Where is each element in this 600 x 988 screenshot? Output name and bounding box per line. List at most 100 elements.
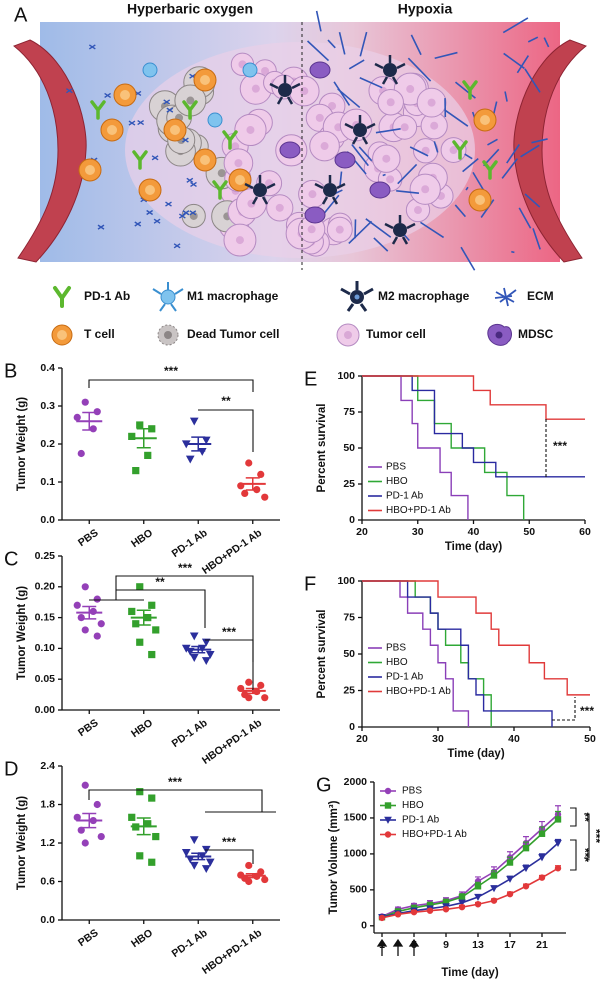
x-tick-label: HBO+PD-1 Ab [200, 717, 264, 767]
ecm-fragment [178, 213, 186, 219]
arrow-head [376, 938, 388, 947]
marker [189, 417, 199, 426]
legend-label: MDSC [518, 327, 554, 341]
marker [554, 865, 562, 872]
marker [132, 467, 140, 475]
y-axis-label: Percent survival [316, 610, 328, 699]
marker [257, 681, 265, 689]
nucleus [413, 206, 422, 215]
nucleus [406, 85, 415, 94]
antibody [462, 80, 478, 100]
error-bar [191, 436, 206, 452]
error-bar [191, 852, 206, 861]
legend-label: M1 macrophage [187, 289, 279, 303]
marker [152, 626, 160, 634]
legend-label: HBO+PD-1 Ab [386, 505, 451, 516]
series-line [381, 867, 559, 919]
significance-bracket [88, 789, 263, 812]
illustration: A Hyperbaric oxygen Hypoxia [13, 1, 587, 271]
ecm-fiber [504, 91, 508, 102]
marker [189, 654, 199, 662]
marker [554, 816, 562, 823]
x-tick-label: 5 [411, 939, 417, 951]
marker [538, 830, 546, 837]
nucleus [386, 175, 395, 184]
survival-line [362, 375, 585, 478]
panel-label: C [4, 548, 18, 570]
marker [152, 832, 160, 841]
significance-bracket [205, 849, 254, 864]
legend-label: PD-1 Ab [402, 815, 440, 826]
error-bar [136, 817, 151, 836]
y-tick-label: 0.10 [35, 642, 56, 654]
legend-icon [336, 323, 360, 347]
marker [426, 901, 434, 909]
t-cell-core [145, 185, 155, 195]
y-axis-label: Percent survival [316, 404, 328, 493]
legend-label: ECM [527, 289, 554, 303]
legend-label: T cell [84, 327, 115, 341]
legend-label: HBO [402, 800, 424, 811]
ecm-fiber [420, 221, 445, 239]
y-tick-label: 25 [343, 478, 355, 490]
legend-icon [157, 324, 179, 346]
x-tick-label: 13 [472, 939, 484, 951]
legend-label: PBS [386, 462, 406, 473]
y-tick-label: 0.00 [35, 704, 56, 716]
marker [73, 601, 81, 609]
marker [442, 906, 450, 913]
nucleus [320, 142, 329, 151]
mdsc [304, 206, 326, 224]
x-axis-label: Time (day) [445, 541, 502, 553]
marker [148, 425, 156, 433]
significance-label: *** [553, 439, 567, 453]
error-bar [82, 411, 97, 431]
marker [144, 451, 152, 459]
m2-macrophage [393, 223, 407, 237]
x-tick-label: PBS [76, 717, 101, 739]
significance-bracket [198, 409, 254, 452]
y-tick-label: 50 [343, 648, 355, 660]
significance-bracket [570, 807, 577, 827]
ecm-fiber [407, 57, 432, 82]
nucleus [186, 96, 195, 105]
antibody [222, 130, 238, 150]
legend-icon [340, 281, 374, 312]
y-tick-label: 0.25 [35, 550, 56, 562]
y-tick-label: 1500 [344, 812, 368, 824]
marker [261, 875, 269, 884]
ecm-fragment [182, 137, 189, 143]
marker [506, 890, 514, 898]
nucleus [217, 169, 226, 178]
antibody [132, 150, 148, 170]
ecm-fiber [396, 190, 420, 195]
marker [197, 448, 207, 456]
error-bar [82, 812, 97, 829]
marker [81, 398, 89, 406]
legend-label: M2 macrophage [378, 289, 470, 303]
marker [426, 907, 434, 914]
significance-bracket [115, 575, 254, 662]
marker [384, 816, 392, 824]
mdsc [279, 141, 301, 159]
x-tick-label: PBS [76, 927, 101, 949]
significance-label: ** [578, 812, 592, 822]
significance-label: *** [222, 835, 236, 849]
y-tick-label: 0.0 [40, 914, 55, 926]
t-cell-core [107, 125, 117, 135]
ecm-fiber [409, 146, 429, 157]
ecm-fiber [460, 246, 476, 271]
nucleus [231, 142, 240, 151]
survival-line [362, 580, 590, 696]
ecm-fragment [189, 210, 197, 216]
legend-icon [152, 282, 184, 312]
m2-macrophage [353, 123, 367, 137]
arrow-head [392, 938, 404, 947]
marker [245, 459, 253, 467]
ecm-fragment [190, 181, 197, 188]
ecm-fiber [348, 59, 365, 70]
antibody [90, 100, 106, 120]
ecm-fragment [128, 120, 136, 126]
ecm-fiber [327, 39, 336, 49]
t-cell-core [200, 75, 210, 85]
